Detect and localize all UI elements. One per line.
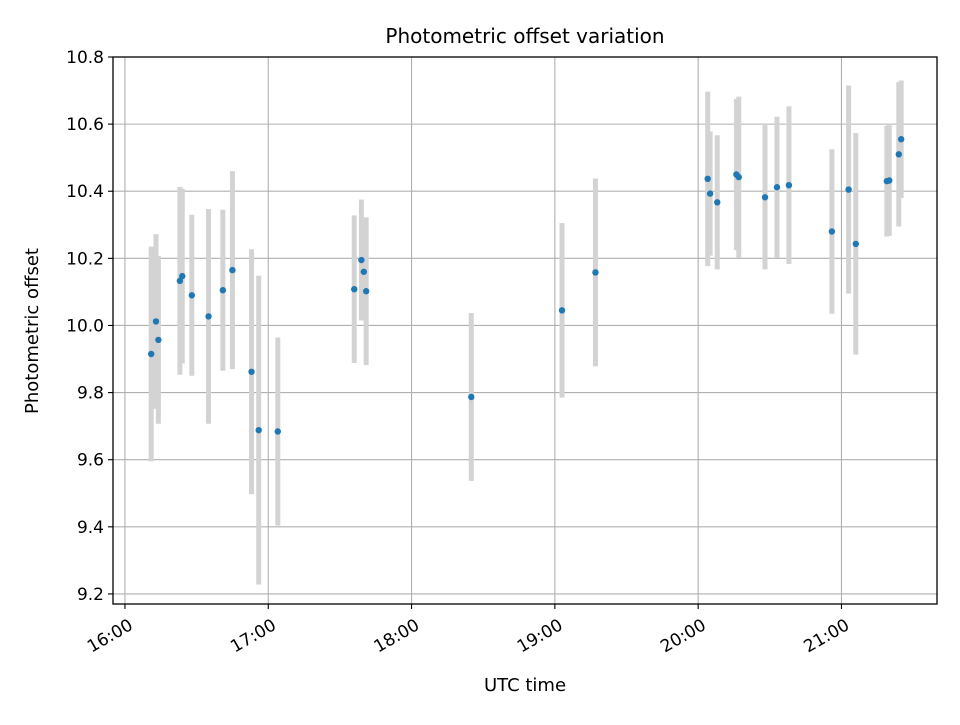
data-point	[179, 272, 186, 280]
data-point	[845, 186, 852, 193]
data-point	[205, 313, 212, 320]
data-point	[714, 199, 721, 206]
data-point	[761, 194, 769, 201]
data-point	[735, 173, 742, 181]
data-point	[592, 269, 599, 276]
x-axis-label: UTC time	[484, 675, 566, 696]
data-point	[886, 177, 893, 184]
y-tick-label: 9.2	[77, 585, 104, 605]
y-tick-label: 9.8	[77, 384, 104, 404]
data-point	[148, 350, 155, 358]
data-point	[274, 428, 281, 435]
data-point	[897, 136, 905, 143]
data-point	[468, 393, 475, 401]
data-point	[785, 181, 793, 189]
chart-title: Photometric offset variation	[385, 24, 664, 48]
data-point	[358, 256, 365, 264]
y-tick-label: 10.8	[66, 48, 104, 68]
y-tick-label: 10.6	[66, 115, 104, 135]
data-point	[188, 292, 196, 299]
y-tick-label: 10.2	[66, 249, 104, 269]
y-tick-label: 9.4	[77, 518, 104, 538]
data-point	[852, 240, 859, 248]
data-point	[155, 336, 162, 344]
data-point	[229, 266, 236, 274]
data-point	[255, 426, 262, 434]
y-tick-label: 10.0	[66, 316, 104, 336]
y-axis-ticks: 9.2 9.4 9.6 9.8 10.0 10.2 10.4 10.6 10.8	[66, 48, 113, 605]
data-point	[219, 287, 227, 294]
points	[148, 136, 905, 435]
data-point	[558, 307, 566, 314]
data-point	[248, 368, 255, 375]
y-axis-label: Photometric offset	[22, 248, 43, 414]
data-point	[706, 190, 714, 197]
data-point	[360, 268, 367, 275]
data-point	[152, 318, 160, 325]
data-point	[351, 286, 358, 293]
y-tick-label: 9.6	[77, 451, 104, 471]
data-point	[895, 151, 902, 158]
data-point	[704, 175, 711, 183]
plot-frame	[112, 56, 938, 605]
data-point	[828, 228, 836, 235]
y-tick-label: 10.4	[66, 182, 104, 202]
data-point	[773, 184, 781, 191]
data-point	[362, 288, 370, 295]
